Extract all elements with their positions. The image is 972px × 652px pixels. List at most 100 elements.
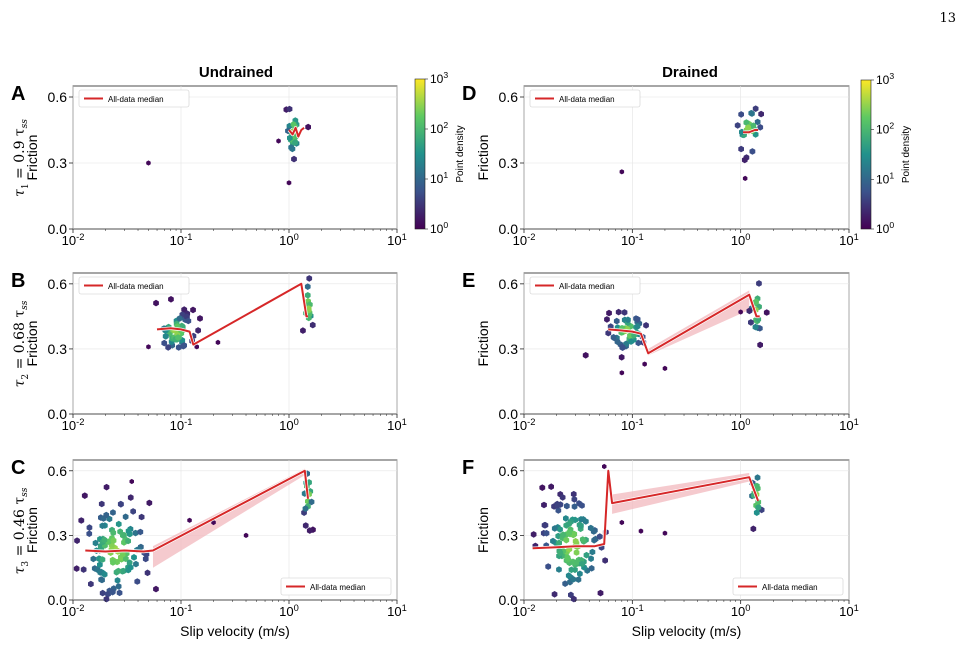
hexbin-point [175,344,182,351]
hexbin-point [101,571,108,578]
legend-label: All-data median [108,282,164,291]
hexbin-point [541,501,547,509]
hexbin-point [606,309,612,317]
colorbar-tick-label: 102 [430,120,448,136]
hexbin-point [566,520,573,527]
row-label: τ3 = 0.46 τss [12,487,31,574]
x-tick-label: 10-2 [62,417,85,433]
hexbin-point [97,569,104,576]
median-line [532,469,760,550]
hexbin-point [101,536,108,544]
x-tick-label: 10-1 [621,603,644,619]
hexbin-point [153,299,159,307]
hexbin-point [122,513,129,521]
hexbin-point [305,305,312,312]
median-line [85,469,309,553]
x-tick-label: 100 [279,417,299,433]
colorbar: 100 101 102 103 Point density [860,71,912,236]
hexbin-point [750,122,757,129]
hexbin-point [568,591,574,599]
outlier-point [187,517,192,523]
hexbin-point [749,148,756,155]
hexbin-point [757,341,763,349]
hexbin-point [574,558,580,566]
hexbin-point [556,566,562,573]
colorbar-tick-label: 103 [430,70,448,86]
hexbin-point [190,306,196,314]
hexbin-point [161,339,168,347]
hexbin-point [288,144,294,151]
hexbin-point [570,490,577,498]
hexbin-point [582,352,589,359]
hexbin-point [99,556,106,563]
x-tick-label: 100 [279,232,299,248]
panel-F: 0.0 0.3 0.6 10-2 10-1 100 101 Friction Slip velo… [462,457,859,639]
hexbin-point [560,531,566,538]
outlier-point [286,180,292,186]
y-axis-label: Friction [24,321,40,367]
hexbin-point [308,498,315,506]
outlier-point [662,530,668,536]
legend-box [529,276,641,295]
hexbin-point [757,325,763,332]
legend-label: All-data median [762,583,818,592]
legend-label: All-data median [108,95,164,104]
hexbin-point [110,559,116,566]
y-tick-label: 0.6 [499,89,519,105]
hexbin-point [757,124,764,131]
outlier-point [662,365,668,371]
hexbin-point [746,307,753,315]
colorbar-label: Point density [455,125,466,182]
outlier-point [146,160,151,166]
hexbin-point [643,322,649,329]
panel-letter: C [11,457,25,479]
outlier-point [602,463,607,470]
panel-letter: B [11,270,25,292]
x-tick-label: 100 [731,603,751,619]
legend-box [78,276,190,295]
hexbin-point [181,342,187,349]
hexbin-point [605,329,612,337]
legend-label: All-data median [559,95,615,104]
hexbin-point [565,572,572,579]
outlier-point [638,528,644,534]
outlier-point [129,478,134,485]
hexbin-point [625,316,631,324]
panel-B: 0.0 0.3 0.6 10-2 10-1 100 101 Friction B All-data… [11,270,407,433]
hexbin-point [557,549,564,557]
hexbin-point [619,343,626,351]
outlier-point [146,344,151,350]
hexbin-point [555,507,562,514]
hexbin-point [176,315,183,322]
hexbin-point [750,525,757,533]
x-tick-label: 101 [839,603,859,619]
y-tick-label: 0.6 [499,463,519,479]
hexbin-point [103,511,110,519]
hexbin-point [115,520,122,528]
hexbin-point [81,492,88,499]
x-tick-label: 10-1 [170,417,193,433]
column-title-drained: Drained [662,64,718,81]
hexbin-point [545,563,552,570]
x-tick-label: 10-1 [621,417,644,433]
hexbin-point [587,524,594,532]
hexbin-point [754,482,760,490]
y-axis-label: Friction [475,507,491,553]
x-axis-label: Slip velocity (m/s) [632,623,742,639]
hexbin-point [564,554,571,561]
hexbin-point [741,156,748,164]
y-tick-label: 0.0 [499,406,519,422]
hexbin-point [588,555,594,562]
hexbin-point [543,529,550,537]
confidence-band [152,468,305,568]
hexbin-point [78,517,85,524]
hexbin-point [127,494,134,501]
hexbin-point [132,529,139,537]
hexbin-point [286,105,293,113]
x-tick-label: 10-1 [621,232,644,248]
hexbin-point [583,551,590,559]
hexbin-point [563,515,569,522]
hexbin-point [97,561,103,568]
hexbin-point [306,275,313,282]
hexbin-point [550,537,556,545]
